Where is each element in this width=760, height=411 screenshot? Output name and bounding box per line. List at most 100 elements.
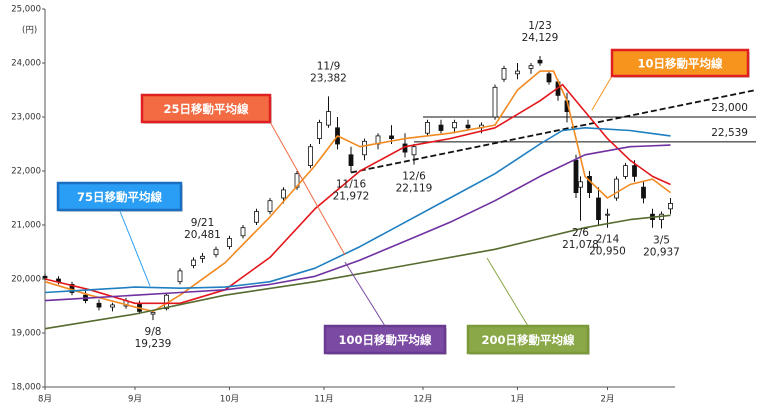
legend-pointer bbox=[486, 257, 529, 327]
y-tick-label: 20,000 bbox=[11, 275, 41, 285]
ma-line bbox=[44, 127, 671, 294]
annotation-value: 21,078 bbox=[562, 239, 599, 251]
candle bbox=[227, 235, 232, 250]
annotation-date: 2/6 bbox=[572, 227, 589, 239]
legend-label: 200日移動平均線 bbox=[481, 333, 575, 347]
candle-body bbox=[641, 186, 646, 199]
candle-body bbox=[596, 197, 601, 221]
candle bbox=[668, 198, 673, 215]
legend-pointer bbox=[119, 209, 151, 287]
candle-body bbox=[537, 59, 543, 64]
legend-box bbox=[140, 93, 272, 124]
ma-line bbox=[44, 144, 671, 302]
legend-label: 10日移動平均線 bbox=[637, 57, 723, 71]
candle-body bbox=[191, 259, 196, 266]
candle bbox=[528, 63, 534, 74]
candle bbox=[213, 246, 219, 258]
candle bbox=[546, 71, 552, 85]
ma-line bbox=[44, 214, 671, 330]
y-tick-label: 25,000 bbox=[11, 5, 41, 15]
y-tick-label: 24,000 bbox=[11, 59, 41, 69]
candle bbox=[69, 281, 75, 296]
candle-body bbox=[150, 312, 156, 315]
annotation-value: 20,950 bbox=[589, 246, 626, 258]
candle bbox=[587, 171, 592, 198]
candle-body bbox=[492, 86, 498, 118]
candle bbox=[537, 56, 543, 66]
candle-body bbox=[240, 227, 246, 237]
unit-label: (円) bbox=[22, 26, 37, 36]
reference-label: 22,539 bbox=[711, 127, 748, 139]
candle-body bbox=[578, 181, 583, 188]
candle-body bbox=[348, 154, 354, 167]
candle bbox=[110, 302, 115, 312]
candle bbox=[641, 181, 646, 204]
candle bbox=[326, 96, 331, 128]
annotation-date: 11/9 bbox=[317, 60, 341, 72]
candle-body bbox=[177, 270, 183, 283]
candle bbox=[240, 225, 246, 239]
candle-body bbox=[411, 146, 417, 156]
annotation-value: 24,129 bbox=[522, 32, 559, 44]
candle-body bbox=[326, 111, 331, 126]
legend-box bbox=[56, 181, 183, 212]
legend-label: 75日移動平均線 bbox=[77, 190, 163, 204]
ma-line bbox=[44, 83, 671, 305]
legend-label: 25日移動平均線 bbox=[163, 102, 249, 116]
candle bbox=[375, 133, 381, 150]
legend-pointer bbox=[591, 75, 613, 111]
y-tick-label: 22,000 bbox=[11, 167, 41, 177]
annotation-value: 20,937 bbox=[643, 246, 680, 258]
y-tick-label: 21,000 bbox=[11, 221, 41, 231]
x-tick-label: 10月 bbox=[220, 395, 239, 405]
candle bbox=[411, 144, 417, 165]
annotation-date: 9/8 bbox=[145, 326, 162, 338]
candle-body bbox=[96, 302, 102, 308]
legend-box bbox=[610, 48, 750, 78]
y-tick-label: 18,000 bbox=[11, 383, 41, 393]
candle-body bbox=[623, 165, 628, 177]
annotation-value: 19,239 bbox=[135, 338, 172, 350]
annotation-value: 23,382 bbox=[310, 72, 347, 84]
candle bbox=[177, 268, 183, 285]
candle-body bbox=[546, 73, 552, 83]
y-tick-label: 23,000 bbox=[11, 113, 41, 123]
candle bbox=[425, 119, 430, 136]
candle-body bbox=[452, 122, 457, 129]
candle-body bbox=[528, 65, 534, 69]
annotation-date: 12/6 bbox=[402, 171, 426, 183]
candle-body bbox=[573, 159, 579, 193]
annotation-value: 21,972 bbox=[333, 191, 370, 203]
candle bbox=[659, 211, 664, 229]
annotation-date: 2/14 bbox=[596, 234, 620, 246]
y-tick-label: 19,000 bbox=[11, 329, 41, 339]
reference-line bbox=[350, 89, 757, 174]
candle bbox=[317, 119, 322, 144]
candle-body bbox=[632, 165, 637, 177]
candle-body bbox=[668, 202, 673, 210]
x-tick-label: 8月 bbox=[38, 395, 52, 405]
legend-label: 100日移動平均線 bbox=[338, 333, 432, 347]
candle bbox=[335, 117, 340, 150]
candle-body bbox=[587, 175, 592, 193]
x-tick-label: 2月 bbox=[601, 395, 615, 405]
candle bbox=[623, 162, 628, 180]
annotation-date: 11/16 bbox=[336, 179, 367, 191]
candle bbox=[348, 146, 354, 173]
candle bbox=[96, 299, 102, 311]
candle bbox=[308, 144, 313, 169]
candle-body bbox=[317, 122, 322, 140]
candle-body bbox=[362, 140, 367, 156]
candle bbox=[614, 176, 619, 201]
candle-body bbox=[227, 238, 232, 247]
candle bbox=[362, 138, 367, 161]
candle bbox=[578, 176, 583, 221]
candle bbox=[650, 208, 655, 228]
x-tick-label: 1月 bbox=[511, 395, 525, 405]
candle bbox=[596, 187, 601, 225]
legend-pointer bbox=[344, 261, 386, 327]
candle-body bbox=[605, 213, 610, 216]
candle-body bbox=[281, 189, 286, 199]
candle bbox=[492, 84, 498, 120]
